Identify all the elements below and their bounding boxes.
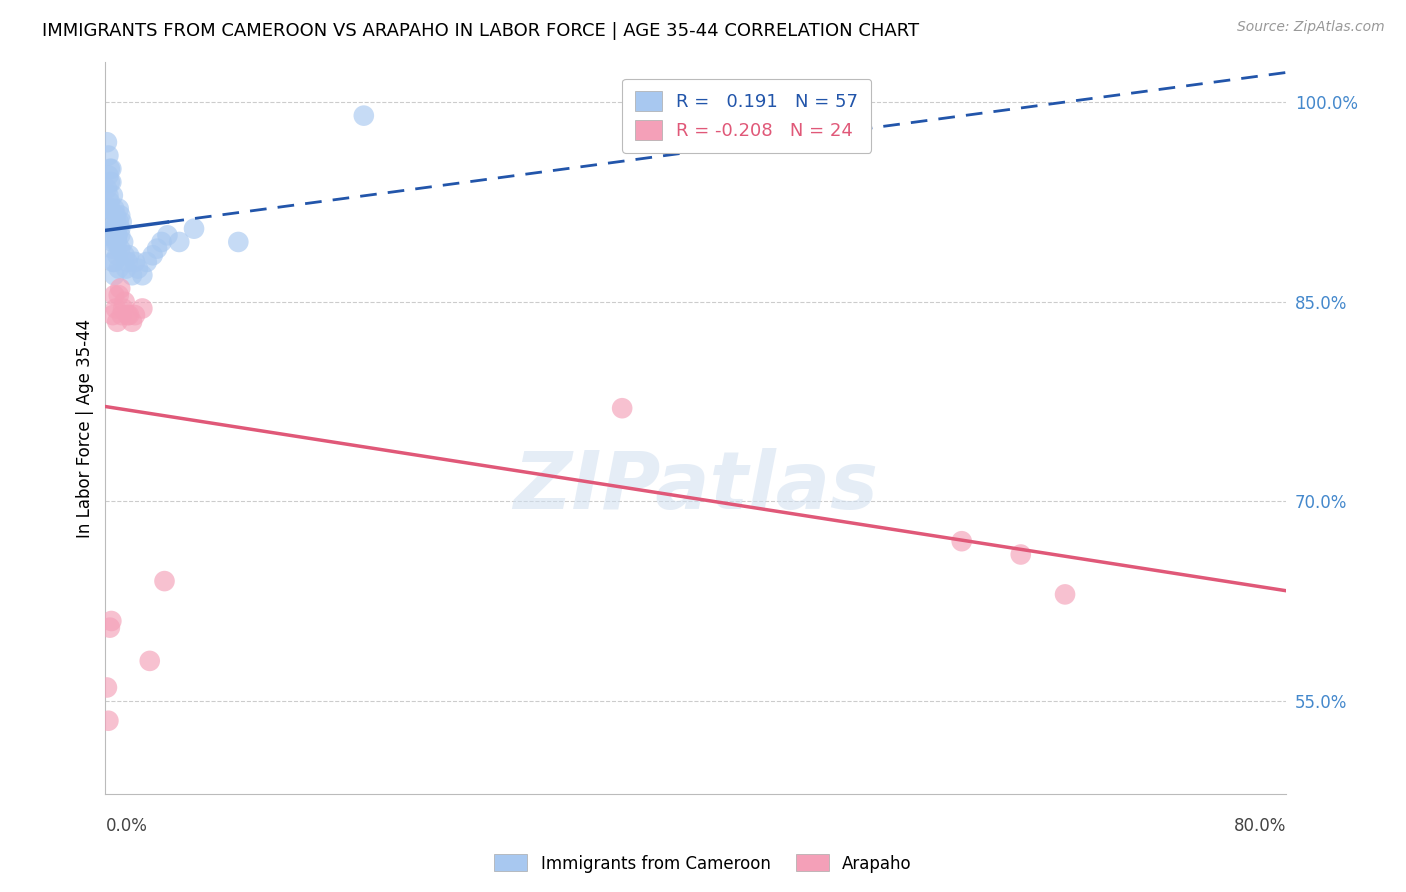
Point bbox=[150, 235, 173, 249]
Point bbox=[105, 248, 128, 262]
Point bbox=[950, 534, 973, 549]
Point bbox=[100, 614, 122, 628]
Point bbox=[111, 308, 134, 322]
Text: IMMIGRANTS FROM CAMEROON VS ARAPAHO IN LABOR FORCE | AGE 35-44 CORRELATION CHART: IMMIGRANTS FROM CAMEROON VS ARAPAHO IN L… bbox=[42, 22, 920, 40]
Text: Source: ZipAtlas.com: Source: ZipAtlas.com bbox=[1237, 20, 1385, 34]
Point bbox=[127, 261, 149, 276]
Point bbox=[101, 188, 124, 202]
Point bbox=[169, 235, 191, 249]
Point bbox=[100, 175, 122, 189]
Point bbox=[142, 248, 165, 262]
Point bbox=[103, 221, 125, 235]
Point bbox=[98, 161, 121, 176]
Point bbox=[110, 208, 132, 222]
Point bbox=[111, 215, 134, 229]
Point bbox=[97, 714, 120, 728]
Point bbox=[103, 202, 125, 216]
Point bbox=[97, 169, 120, 183]
Point bbox=[112, 301, 135, 316]
Point bbox=[117, 308, 139, 322]
Point bbox=[97, 148, 120, 162]
Point bbox=[101, 235, 124, 249]
Point bbox=[353, 109, 375, 123]
Point bbox=[98, 195, 121, 210]
Point bbox=[118, 308, 141, 322]
Point bbox=[101, 255, 124, 269]
Point bbox=[146, 242, 169, 256]
Point bbox=[96, 182, 118, 196]
Point bbox=[98, 175, 121, 189]
Point bbox=[104, 221, 127, 235]
Point bbox=[104, 215, 127, 229]
Point bbox=[121, 268, 143, 283]
Point bbox=[107, 215, 129, 229]
Point bbox=[104, 235, 127, 249]
Point bbox=[114, 294, 136, 309]
Point bbox=[1010, 548, 1032, 562]
Point bbox=[131, 268, 153, 283]
Point bbox=[105, 228, 128, 243]
Point bbox=[101, 308, 124, 322]
Point bbox=[110, 281, 132, 295]
Point bbox=[101, 242, 124, 256]
Point bbox=[156, 228, 179, 243]
Y-axis label: In Labor Force | Age 35-44: In Labor Force | Age 35-44 bbox=[76, 318, 94, 538]
Point bbox=[105, 228, 128, 243]
Point bbox=[97, 188, 120, 202]
Point bbox=[121, 315, 143, 329]
Point bbox=[107, 202, 129, 216]
Text: 80.0%: 80.0% bbox=[1234, 817, 1286, 835]
Point bbox=[104, 208, 127, 222]
Point bbox=[115, 261, 138, 276]
Point bbox=[107, 261, 129, 276]
Point bbox=[104, 301, 127, 316]
Text: 0.0%: 0.0% bbox=[105, 817, 148, 835]
Point bbox=[96, 228, 118, 243]
Point bbox=[183, 221, 205, 235]
Point bbox=[138, 654, 162, 668]
Point bbox=[110, 228, 132, 243]
Legend: R =   0.191   N = 57, R = -0.208   N = 24: R = 0.191 N = 57, R = -0.208 N = 24 bbox=[623, 78, 872, 153]
Legend: Immigrants from Cameroon, Arapaho: Immigrants from Cameroon, Arapaho bbox=[488, 847, 918, 880]
Point bbox=[117, 255, 139, 269]
Point bbox=[100, 221, 122, 235]
Point bbox=[100, 161, 122, 176]
Point bbox=[112, 235, 135, 249]
Point bbox=[118, 248, 141, 262]
Point bbox=[98, 202, 121, 216]
Point bbox=[107, 288, 129, 302]
Point bbox=[105, 315, 128, 329]
Point bbox=[131, 301, 153, 316]
Point bbox=[135, 255, 157, 269]
Point bbox=[97, 215, 120, 229]
Point bbox=[110, 242, 132, 256]
Point bbox=[153, 574, 176, 588]
Point bbox=[103, 288, 125, 302]
Point bbox=[105, 235, 128, 249]
Text: ZIPatlas: ZIPatlas bbox=[513, 448, 879, 525]
Point bbox=[610, 401, 633, 416]
Point bbox=[103, 255, 125, 269]
Point bbox=[226, 235, 250, 249]
Point bbox=[1054, 587, 1077, 601]
Point bbox=[124, 308, 146, 322]
Point bbox=[98, 621, 121, 635]
Point bbox=[96, 135, 118, 149]
Point bbox=[124, 255, 146, 269]
Point bbox=[96, 681, 118, 695]
Point bbox=[96, 202, 118, 216]
Point bbox=[103, 268, 125, 283]
Point bbox=[110, 221, 132, 235]
Point bbox=[114, 248, 136, 262]
